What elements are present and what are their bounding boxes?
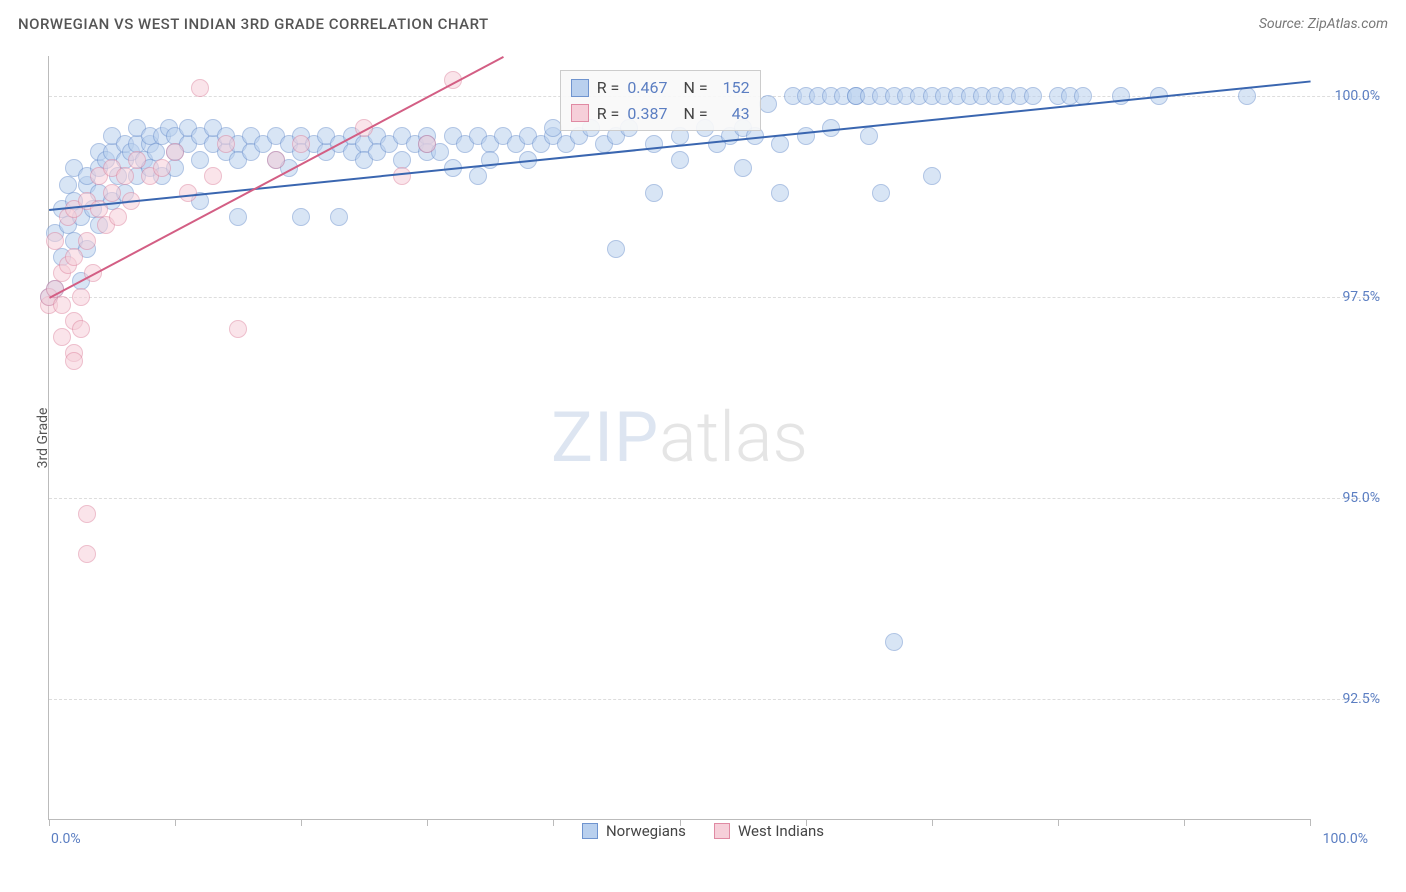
scatter-point	[153, 159, 171, 177]
scatter-point	[116, 167, 134, 185]
scatter-point	[771, 184, 789, 202]
scatter-point	[1024, 87, 1042, 105]
scatter-point	[923, 167, 941, 185]
scatter-point	[53, 296, 71, 314]
scatter-point	[860, 127, 878, 145]
legend-swatch	[582, 823, 598, 839]
stats-r-label: R =	[597, 101, 620, 127]
legend-swatch	[714, 823, 730, 839]
stats-n-value: 152	[716, 75, 750, 101]
scatter-point	[217, 135, 235, 153]
scatter-point	[759, 95, 777, 113]
watermark-part2: atlas	[659, 397, 808, 479]
scatter-point	[204, 167, 222, 185]
y-tick-label: 100.0%	[1320, 88, 1380, 104]
chart-source: Source: ZipAtlas.com	[1259, 16, 1388, 32]
scatter-point	[330, 208, 348, 226]
scatter-point	[72, 288, 90, 306]
scatter-point	[872, 184, 890, 202]
plot-region: 3rd Grade ZIPatlas 100.0%97.5%95.0%92.5%…	[48, 56, 1310, 820]
scatter-point	[292, 135, 310, 153]
scatter-point	[645, 184, 663, 202]
stats-swatch	[571, 79, 589, 97]
y-tick-label: 92.5%	[1320, 691, 1380, 707]
chart-header: NORWEGIAN VS WEST INDIAN 3RD GRADE CORRE…	[0, 0, 1406, 40]
scatter-point	[72, 320, 90, 338]
scatter-point	[229, 320, 247, 338]
gridline	[49, 699, 1380, 700]
scatter-point	[78, 545, 96, 563]
stats-row: R = 0.467 N = 152	[571, 75, 750, 101]
stats-row: R = 0.387 N = 43	[571, 101, 750, 127]
scatter-point	[179, 184, 197, 202]
scatter-point	[771, 135, 789, 153]
scatter-point	[469, 167, 487, 185]
scatter-point	[128, 151, 146, 169]
scatter-point	[734, 159, 752, 177]
stats-r-value: 0.467	[627, 75, 667, 101]
scatter-point	[46, 232, 64, 250]
stats-r-value: 0.387	[627, 101, 667, 127]
scatter-point	[53, 328, 71, 346]
scatter-point	[103, 184, 121, 202]
scatter-point	[418, 135, 436, 153]
stats-swatch	[571, 104, 589, 122]
legend-label: Norwegians	[606, 822, 686, 840]
legend-item: West Indians	[714, 822, 824, 840]
scatter-point	[292, 208, 310, 226]
scatter-point	[1112, 87, 1130, 105]
scatter-point	[481, 151, 499, 169]
scatter-point	[1238, 87, 1256, 105]
scatter-point	[191, 151, 209, 169]
y-tick-label: 97.5%	[1320, 289, 1380, 305]
scatter-point	[191, 79, 209, 97]
scatter-point	[65, 248, 83, 266]
gridline	[49, 498, 1380, 499]
scatter-point	[166, 143, 184, 161]
scatter-point	[65, 352, 83, 370]
gridline	[49, 297, 1380, 298]
y-axis-label: 3rd Grade	[35, 407, 51, 468]
stats-box: R = 0.467 N = 152 R = 0.387 N = 43	[560, 70, 761, 131]
scatter-point	[885, 633, 903, 651]
chart-title: NORWEGIAN VS WEST INDIAN 3RD GRADE CORRE…	[18, 15, 489, 33]
stats-n-value: 43	[716, 101, 750, 127]
scatter-point	[797, 127, 815, 145]
stats-r-label: R =	[597, 75, 620, 101]
watermark: ZIPatlas	[551, 397, 808, 479]
stats-n-label: N =	[676, 75, 708, 101]
scatter-point	[645, 135, 663, 153]
legend-item: Norwegians	[582, 822, 686, 840]
scatter-point	[78, 232, 96, 250]
y-tick-label: 95.0%	[1320, 490, 1380, 506]
chart-area: 3rd Grade ZIPatlas 100.0% 97.5% 95.0% 92.5%…	[18, 48, 1388, 848]
scatter-point	[607, 240, 625, 258]
scatter-point	[109, 208, 127, 226]
scatter-point	[393, 167, 411, 185]
scatter-point	[671, 151, 689, 169]
watermark-part1: ZIP	[551, 397, 659, 479]
legend-label: West Indians	[738, 822, 824, 840]
scatter-point	[229, 208, 247, 226]
legend: Norwegians West Indians	[18, 822, 1388, 840]
stats-n-label: N =	[676, 101, 708, 127]
scatter-point	[267, 151, 285, 169]
scatter-point	[78, 505, 96, 523]
